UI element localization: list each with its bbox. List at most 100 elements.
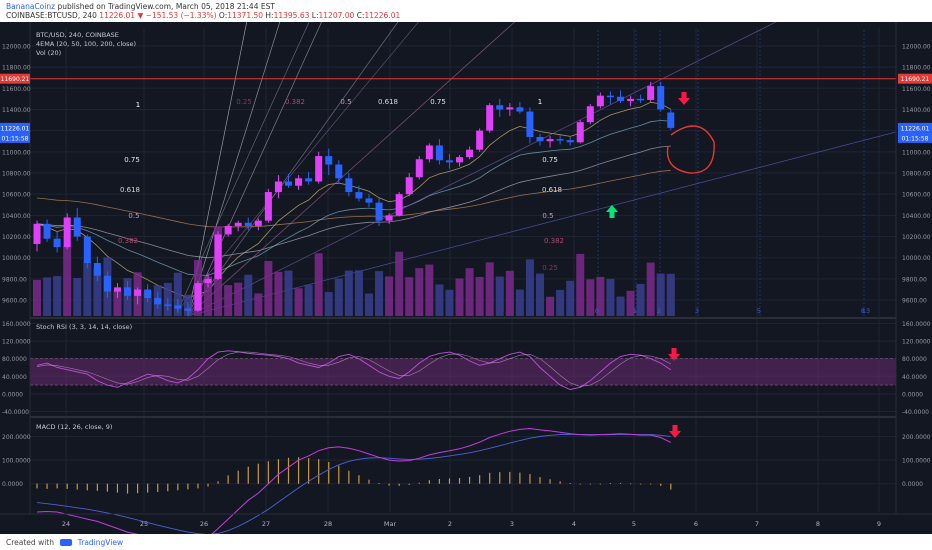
candle-body <box>53 238 61 248</box>
left-resistance-bg <box>0 73 30 84</box>
candle-body <box>516 107 524 112</box>
candle-body <box>224 225 232 235</box>
macd-histogram-bar <box>36 483 38 489</box>
volume-bar <box>264 261 273 316</box>
tradingview-link[interactable]: TradingView <box>77 538 124 547</box>
y-tick-label: 10000.00 <box>902 255 931 262</box>
created-with-text: Created with <box>6 538 54 547</box>
macd-histogram-bar <box>318 459 320 484</box>
macd-histogram-bar <box>137 483 139 494</box>
resistance-price-label-bg <box>898 73 932 84</box>
macd-histogram-bar <box>56 483 58 489</box>
high-label: H: <box>265 11 274 20</box>
macd-histogram-bar <box>589 483 591 485</box>
x-tick-label: 4 <box>572 520 576 528</box>
macd-signal-line <box>36 433 671 534</box>
x-tick-label: 2 <box>448 520 452 528</box>
y-tick-label: 160.0000 <box>2 321 31 328</box>
macd-histogram-bar <box>197 483 199 489</box>
y-tick-label: 200.0000 <box>2 434 31 441</box>
macd-histogram-bar <box>348 470 350 484</box>
volume-bar <box>395 251 404 316</box>
y-tick-label: 160.0000 <box>902 321 931 328</box>
candle-body <box>486 105 494 131</box>
fan-line <box>187 22 516 317</box>
x-tick-label: 3 <box>510 520 514 528</box>
volume-bar <box>304 284 313 316</box>
fan-line <box>187 122 932 317</box>
countdown-label: 01:15:58 <box>902 135 929 142</box>
down-arrow-icon <box>678 92 690 105</box>
macd-histogram-bar <box>448 478 451 484</box>
y-tick-label: 11600.00 <box>902 86 931 93</box>
fan-line <box>187 22 399 317</box>
volume-bar <box>33 279 41 316</box>
macd-histogram-bar <box>428 480 430 484</box>
stoch-rsi-title: Stoch RSI (3, 3, 14, 14, close) <box>36 323 132 331</box>
close-value: 11226.01 <box>364 11 401 20</box>
fib-label-left: 0.618 <box>120 186 140 194</box>
macd-histogram-bar <box>529 474 531 484</box>
candle-body <box>616 96 624 101</box>
fib-label-left: 0.5 <box>128 212 139 220</box>
tradingview-logo-icon <box>60 539 73 546</box>
volume-bar <box>354 270 363 316</box>
y-tick-label: 200.0000 <box>902 434 931 441</box>
volume-bar <box>576 253 585 316</box>
fib-time-label: 0 <box>595 307 599 315</box>
macd-histogram-bar <box>177 483 179 491</box>
volume-bar <box>636 283 645 316</box>
macd-histogram-bar <box>640 483 642 485</box>
candle-body <box>93 263 101 276</box>
macd-histogram-bar <box>499 472 501 484</box>
candle-body <box>335 164 343 179</box>
volume-bar <box>344 270 353 316</box>
fib-time-label: 8 <box>861 307 865 315</box>
candle-body <box>586 106 594 123</box>
macd-histogram-bar <box>147 483 149 493</box>
volume-bar <box>385 276 394 316</box>
volume-bar <box>475 277 484 316</box>
y-tick-label: 11800.00 <box>902 65 931 72</box>
macd-histogram-bar <box>479 475 481 484</box>
macd-histogram-bar <box>358 475 360 484</box>
author-link[interactable]: BananaCoinz <box>6 2 56 11</box>
candle-body <box>596 95 604 107</box>
volume-bar <box>143 291 152 316</box>
down-triangle-icon: ▼ <box>137 11 144 20</box>
volume-bar <box>485 262 494 316</box>
x-tick-label: 28 <box>324 520 332 528</box>
macd-histogram-bar <box>66 483 68 489</box>
candle-body <box>526 111 534 137</box>
candle-body <box>234 222 242 226</box>
fib-time-label: 1 <box>633 307 637 315</box>
volume-bar <box>334 278 343 316</box>
candle-body <box>295 178 303 186</box>
fib-time-label: 2 <box>657 307 661 315</box>
candle-body <box>395 194 403 216</box>
pane-separator <box>0 317 932 319</box>
left-countdown-label: 01:15:58 <box>2 135 29 142</box>
fib-label-right: 0.25 <box>542 264 558 272</box>
x-tick-label: 7 <box>755 520 759 528</box>
candle-body <box>466 149 474 158</box>
volume-bar <box>375 271 384 316</box>
volume-bar <box>405 277 414 316</box>
y-tick-label: 11400.00 <box>2 107 31 114</box>
macd-histogram-bar <box>96 483 98 491</box>
macd-histogram-bar <box>509 471 511 484</box>
x-tick-label: 25 <box>140 520 148 528</box>
x-tick-label: Mar <box>384 520 397 528</box>
candle-body <box>667 112 675 128</box>
fib-label-top: 0.5 <box>340 98 351 106</box>
y-tick-label: 10200.00 <box>2 234 31 241</box>
y-tick-label: 11800.00 <box>2 65 31 72</box>
macd-histogram-bar <box>76 483 78 490</box>
macd-histogram-bar <box>207 483 209 487</box>
candle-body <box>124 287 132 296</box>
candle-body <box>506 107 514 110</box>
volume-bar <box>284 270 293 316</box>
candle-body <box>184 308 192 311</box>
